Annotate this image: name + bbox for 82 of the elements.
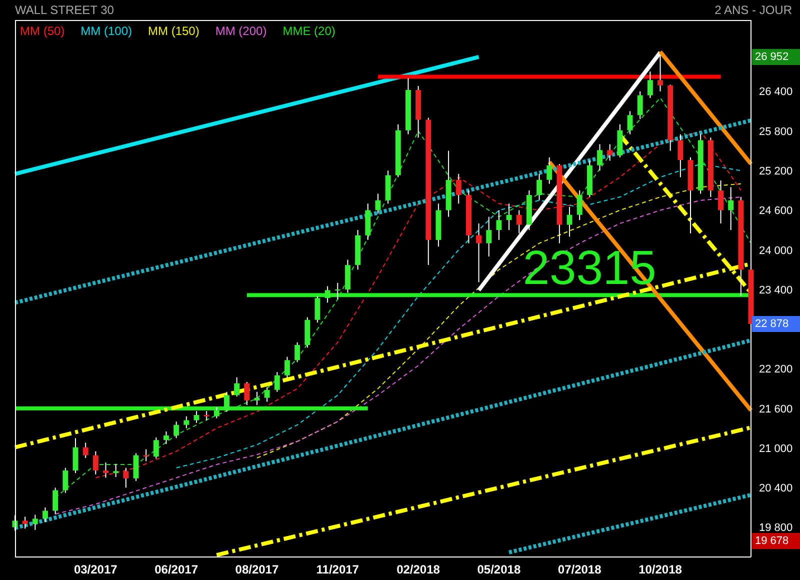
y-tick-label: 24 600 bbox=[759, 205, 793, 218]
candlestick bbox=[82, 442, 88, 458]
chart-title: WALL STREET 30 bbox=[15, 3, 114, 17]
candlestick bbox=[496, 210, 502, 240]
text: 26 952 bbox=[752, 49, 800, 65]
line-series bbox=[176, 163, 742, 468]
candlestick bbox=[334, 282, 340, 300]
candlestick bbox=[133, 452, 139, 482]
y-tick-label: 20 400 bbox=[759, 482, 793, 495]
y-tick-label: 25 200 bbox=[759, 166, 793, 178]
line-series bbox=[95, 130, 742, 478]
y-tick-label: 24 000 bbox=[759, 244, 793, 257]
candlestick bbox=[103, 462, 108, 478]
candlestick bbox=[184, 416, 190, 429]
candlestick bbox=[627, 110, 633, 135]
candlestick bbox=[566, 206, 572, 238]
candlestick bbox=[264, 386, 270, 402]
x-tick-label: 10/2018 bbox=[638, 562, 682, 577]
candlestick bbox=[678, 134, 684, 178]
text: 19 678 bbox=[752, 533, 800, 549]
candlestick bbox=[597, 144, 602, 172]
text: 22 878 bbox=[752, 316, 800, 332]
y-tick-label: 21 600 bbox=[759, 403, 793, 416]
text: MME (20) bbox=[282, 24, 336, 38]
y-tick-label: 19 800 bbox=[759, 522, 793, 534]
candlestick bbox=[72, 438, 78, 474]
candlestick bbox=[324, 286, 330, 304]
candlestick bbox=[647, 71, 653, 98]
candlestick bbox=[194, 410, 200, 424]
candlestick bbox=[62, 467, 68, 494]
candlestick bbox=[637, 90, 643, 120]
candlestick bbox=[536, 173, 542, 201]
candlestick bbox=[164, 431, 169, 445]
candlestick bbox=[224, 391, 230, 412]
candlestick bbox=[546, 156, 552, 184]
candlestick bbox=[476, 222, 482, 283]
candlestick bbox=[244, 381, 250, 406]
y-tick-label: 23 400 bbox=[759, 284, 793, 296]
x-tick-label: 11/2017 bbox=[316, 562, 360, 577]
candlestick bbox=[294, 342, 300, 363]
candlestick bbox=[274, 372, 280, 392]
y-tick-label: 26 400 bbox=[759, 86, 793, 98]
line-series bbox=[256, 183, 742, 458]
y-tick-label: 21 000 bbox=[759, 442, 793, 455]
x-tick-label: 03/2017 bbox=[74, 562, 118, 577]
text: MM (100) bbox=[80, 24, 132, 38]
y-tick-label: 25 800 bbox=[759, 126, 793, 138]
candlestick bbox=[254, 391, 260, 406]
text: MM (50) bbox=[20, 24, 65, 38]
candlestick bbox=[718, 180, 724, 224]
candlestick bbox=[576, 190, 582, 221]
candlestick bbox=[153, 436, 159, 460]
candlestick bbox=[456, 173, 462, 204]
y-tick-label: 22 200 bbox=[759, 364, 793, 376]
x-tick-label: 07/2018 bbox=[558, 562, 602, 577]
x-tick-label: 05/2018 bbox=[477, 562, 521, 577]
x-tick-label: 02/2018 bbox=[396, 562, 440, 577]
candlestick bbox=[42, 506, 48, 522]
text: MM (200) bbox=[215, 24, 267, 38]
chart-subtitle: 2 ANS - JOUR bbox=[714, 3, 792, 17]
candlestick bbox=[92, 450, 98, 475]
candlestick bbox=[32, 514, 38, 530]
x-tick-label: 06/2017 bbox=[154, 562, 198, 577]
candlestick bbox=[728, 186, 734, 231]
candlestick bbox=[214, 406, 220, 419]
candlestick bbox=[284, 356, 290, 380]
candlestick bbox=[113, 463, 119, 478]
candlestick bbox=[506, 203, 512, 231]
candlestick bbox=[607, 144, 613, 162]
candlestick bbox=[314, 296, 320, 324]
candlestick bbox=[174, 421, 180, 439]
line-series bbox=[54, 196, 742, 515]
x-tick-label: 08/2017 bbox=[235, 562, 279, 577]
candlestick bbox=[22, 516, 28, 530]
candlestick bbox=[234, 376, 240, 397]
candlestick bbox=[123, 467, 129, 488]
candlestick bbox=[204, 410, 210, 421]
candlestick bbox=[52, 487, 58, 515]
text: MM (150) bbox=[148, 24, 200, 38]
candlestick bbox=[375, 193, 381, 214]
candlestick bbox=[516, 210, 522, 234]
candlestick bbox=[486, 216, 492, 257]
